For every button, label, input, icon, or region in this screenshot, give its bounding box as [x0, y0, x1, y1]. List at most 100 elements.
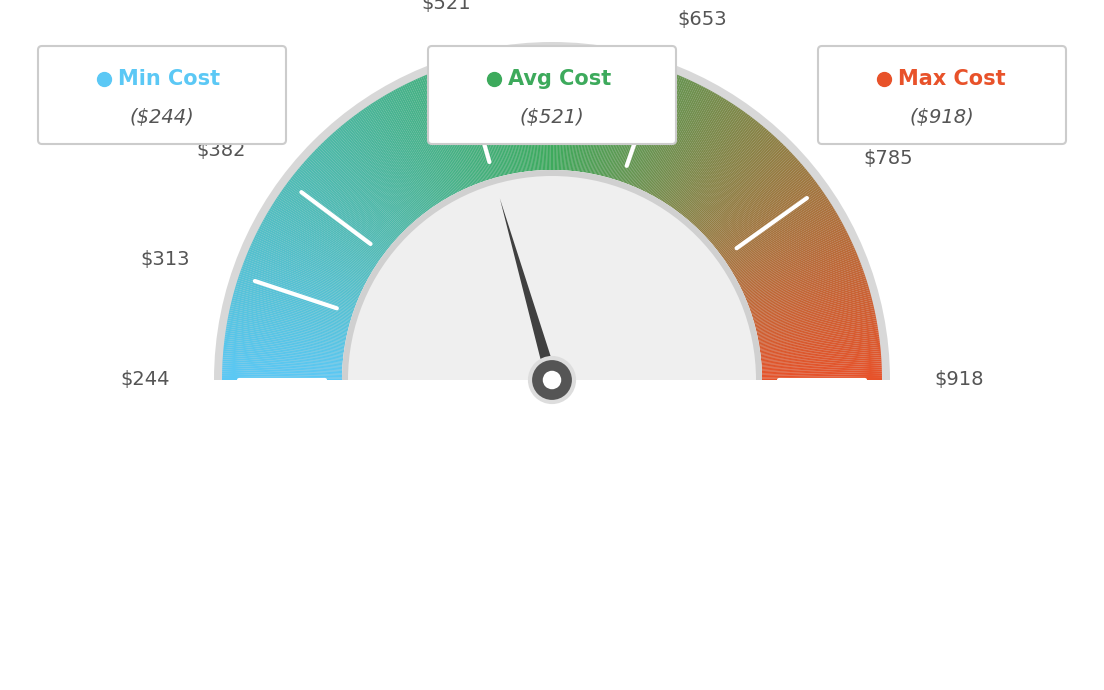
Wedge shape: [623, 70, 666, 183]
Wedge shape: [652, 90, 711, 196]
Wedge shape: [222, 376, 342, 379]
Wedge shape: [700, 145, 785, 232]
Wedge shape: [458, 63, 493, 179]
Wedge shape: [761, 351, 881, 363]
Wedge shape: [486, 57, 511, 175]
Wedge shape: [581, 53, 599, 172]
Wedge shape: [686, 126, 764, 219]
Wedge shape: [270, 207, 373, 271]
Text: $382: $382: [197, 141, 246, 160]
Wedge shape: [733, 214, 838, 275]
Wedge shape: [593, 57, 618, 175]
Wedge shape: [750, 266, 862, 309]
Wedge shape: [232, 296, 349, 328]
Wedge shape: [527, 51, 538, 170]
Wedge shape: [744, 245, 854, 295]
Wedge shape: [280, 191, 380, 261]
Wedge shape: [237, 278, 352, 316]
Wedge shape: [659, 96, 722, 200]
Wedge shape: [691, 132, 772, 224]
Wedge shape: [628, 72, 673, 185]
Wedge shape: [526, 51, 537, 170]
Wedge shape: [761, 345, 880, 359]
Wedge shape: [484, 57, 510, 175]
Wedge shape: [752, 278, 867, 316]
Wedge shape: [274, 201, 375, 268]
Wedge shape: [376, 99, 442, 202]
Wedge shape: [722, 186, 820, 257]
Wedge shape: [468, 60, 500, 177]
Wedge shape: [242, 264, 355, 308]
Wedge shape: [742, 237, 850, 290]
Wedge shape: [490, 55, 514, 174]
Wedge shape: [664, 100, 729, 203]
Wedge shape: [741, 236, 850, 289]
Circle shape: [543, 371, 561, 389]
Wedge shape: [603, 60, 634, 177]
Wedge shape: [254, 236, 363, 289]
Wedge shape: [762, 376, 882, 379]
Wedge shape: [531, 50, 540, 170]
Wedge shape: [230, 308, 347, 335]
Wedge shape: [762, 362, 882, 369]
Wedge shape: [444, 68, 485, 181]
Wedge shape: [698, 142, 783, 230]
Wedge shape: [233, 292, 350, 325]
Wedge shape: [646, 85, 702, 193]
Wedge shape: [761, 339, 880, 355]
Wedge shape: [251, 244, 361, 294]
Wedge shape: [587, 55, 609, 173]
Wedge shape: [756, 306, 874, 334]
Wedge shape: [726, 196, 827, 264]
Wedge shape: [762, 359, 881, 368]
Wedge shape: [244, 260, 357, 305]
Wedge shape: [760, 333, 879, 351]
Wedge shape: [323, 141, 407, 229]
Wedge shape: [655, 92, 714, 197]
Wedge shape: [716, 175, 811, 250]
Wedge shape: [681, 119, 756, 215]
Wedge shape: [502, 53, 522, 172]
Wedge shape: [305, 160, 395, 241]
Wedge shape: [715, 173, 810, 249]
Wedge shape: [287, 181, 384, 255]
Wedge shape: [360, 110, 431, 209]
Wedge shape: [751, 274, 866, 314]
Wedge shape: [752, 280, 867, 317]
Wedge shape: [407, 82, 461, 191]
Wedge shape: [704, 152, 793, 236]
Wedge shape: [296, 170, 390, 247]
Wedge shape: [336, 130, 415, 221]
Wedge shape: [353, 115, 426, 213]
Wedge shape: [750, 270, 863, 311]
Wedge shape: [548, 50, 551, 170]
Wedge shape: [344, 122, 422, 217]
Wedge shape: [572, 52, 585, 171]
Wedge shape: [243, 262, 355, 306]
Wedge shape: [720, 181, 817, 255]
Wedge shape: [267, 212, 371, 274]
Wedge shape: [678, 115, 751, 213]
Wedge shape: [492, 55, 516, 173]
Wedge shape: [654, 91, 713, 197]
Wedge shape: [753, 284, 869, 320]
Wedge shape: [619, 68, 660, 181]
Wedge shape: [259, 226, 367, 284]
Wedge shape: [372, 103, 438, 204]
Wedge shape: [708, 159, 798, 240]
Wedge shape: [471, 59, 502, 176]
Wedge shape: [229, 310, 347, 337]
Wedge shape: [456, 63, 492, 179]
Wedge shape: [223, 347, 343, 360]
Wedge shape: [744, 247, 854, 297]
Wedge shape: [246, 255, 358, 302]
Wedge shape: [737, 226, 845, 284]
Wedge shape: [226, 324, 346, 346]
Wedge shape: [247, 251, 359, 299]
Wedge shape: [227, 316, 346, 341]
Wedge shape: [242, 266, 354, 309]
Wedge shape: [535, 50, 543, 170]
Wedge shape: [385, 94, 447, 199]
Wedge shape: [690, 131, 771, 222]
Wedge shape: [311, 152, 400, 236]
